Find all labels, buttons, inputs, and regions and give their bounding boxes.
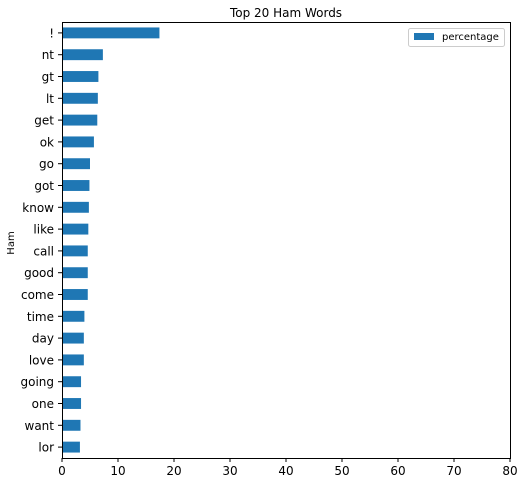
bar-come	[62, 289, 88, 300]
x-tick-label: 0	[58, 464, 66, 478]
bar-get	[62, 114, 98, 126]
x-tick-label: 20	[166, 464, 181, 478]
y-tick-label: one	[32, 397, 54, 411]
x-axis-ticks: 0 10 20 30 40 50 60 70 80	[58, 458, 518, 478]
y-tick-label: love	[29, 353, 54, 367]
y-tick-label: lt	[46, 92, 54, 106]
legend-swatch-percentage	[414, 33, 434, 40]
bar-ok	[62, 136, 94, 148]
y-tick-label: gt	[42, 70, 55, 84]
bar-lor	[62, 441, 80, 453]
x-tick-label: 40	[278, 464, 293, 478]
bar-call	[62, 245, 88, 257]
y-tick-label: go	[39, 157, 54, 171]
y-tick-label: ok	[40, 135, 54, 149]
bar-want	[62, 419, 81, 431]
y-tick-label: get	[34, 114, 54, 128]
y-tick-label: lor	[38, 441, 54, 455]
bar-love	[62, 354, 84, 366]
y-tick-label: got	[34, 179, 54, 193]
y-tick-label: day	[32, 332, 54, 346]
x-tick-label: 80	[502, 464, 517, 478]
x-tick-label: 50	[334, 464, 349, 478]
y-tick-label: !	[49, 26, 54, 40]
chart-title: Top 20 Ham Words	[229, 6, 342, 20]
bar-time	[62, 310, 85, 322]
x-tick-label: 30	[222, 464, 237, 478]
y-tick-label: nt	[42, 48, 55, 62]
plot-frame	[62, 22, 511, 459]
bar-lt	[62, 92, 98, 104]
bar-got	[62, 180, 90, 191]
x-tick-label: 10	[110, 464, 125, 478]
bar-like	[62, 223, 89, 235]
bars-group	[62, 27, 160, 453]
bar-know	[62, 201, 89, 213]
legend: percentage	[408, 28, 505, 47]
y-tick-label: know	[22, 201, 54, 215]
y-tick-label: like	[33, 223, 54, 237]
y-tick-label: want	[25, 419, 55, 433]
bar-day	[62, 332, 84, 344]
x-tick-label: 70	[446, 464, 461, 478]
legend-label-percentage: percentage	[442, 32, 499, 43]
y-tick-label: good	[24, 266, 54, 280]
bar-gt	[62, 71, 99, 82]
y-axis-label: Ham	[6, 231, 17, 254]
bar-nt	[62, 49, 103, 61]
y-tick-label: time	[27, 310, 54, 324]
bar-one	[62, 398, 82, 409]
bar-exclamation	[62, 27, 160, 39]
bar-good	[62, 267, 88, 279]
y-tick-label: call	[33, 244, 54, 258]
x-tick-label: 60	[390, 464, 405, 478]
y-tick-label: come	[21, 288, 54, 302]
bar-go	[62, 158, 90, 170]
bar-going	[62, 376, 82, 388]
y-axis-ticks: ! nt gt lt get ok go got know like call good come tim…	[20, 26, 62, 455]
y-tick-label: going	[20, 375, 54, 389]
